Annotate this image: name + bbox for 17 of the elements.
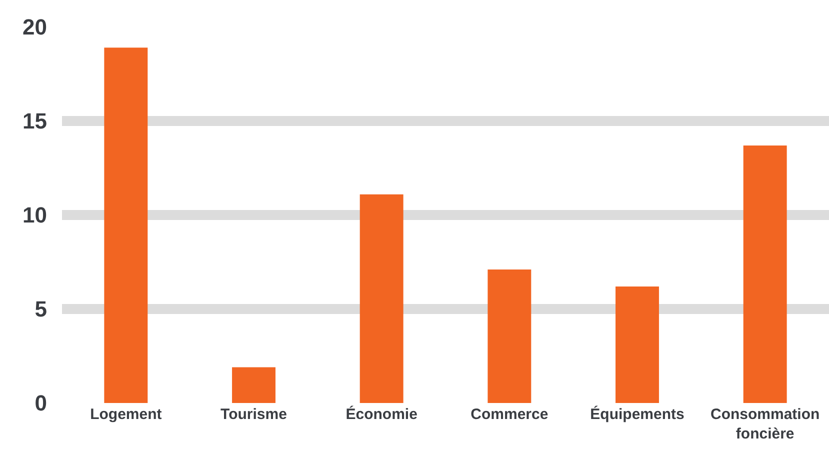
x-tick-label: Commerce: [470, 406, 548, 423]
x-tick-label: Logement: [90, 406, 162, 423]
x-tick-label: Équipements: [590, 405, 684, 423]
bar: [360, 194, 404, 403]
x-tick-label: Consommation foncière: [710, 406, 820, 442]
bar: [104, 48, 148, 403]
y-tick-label: 10: [22, 202, 47, 228]
x-tick-label: Tourisme: [220, 406, 287, 423]
bar: [743, 145, 787, 403]
y-tick-label: 0: [34, 390, 47, 416]
y-tick-label: 5: [34, 296, 47, 322]
x-tick-label: Économie: [346, 405, 418, 423]
bar: [488, 270, 532, 403]
bar: [616, 286, 659, 403]
y-tick-label: 20: [22, 14, 47, 40]
y-tick-label: 15: [22, 108, 47, 134]
bar: [232, 367, 276, 403]
